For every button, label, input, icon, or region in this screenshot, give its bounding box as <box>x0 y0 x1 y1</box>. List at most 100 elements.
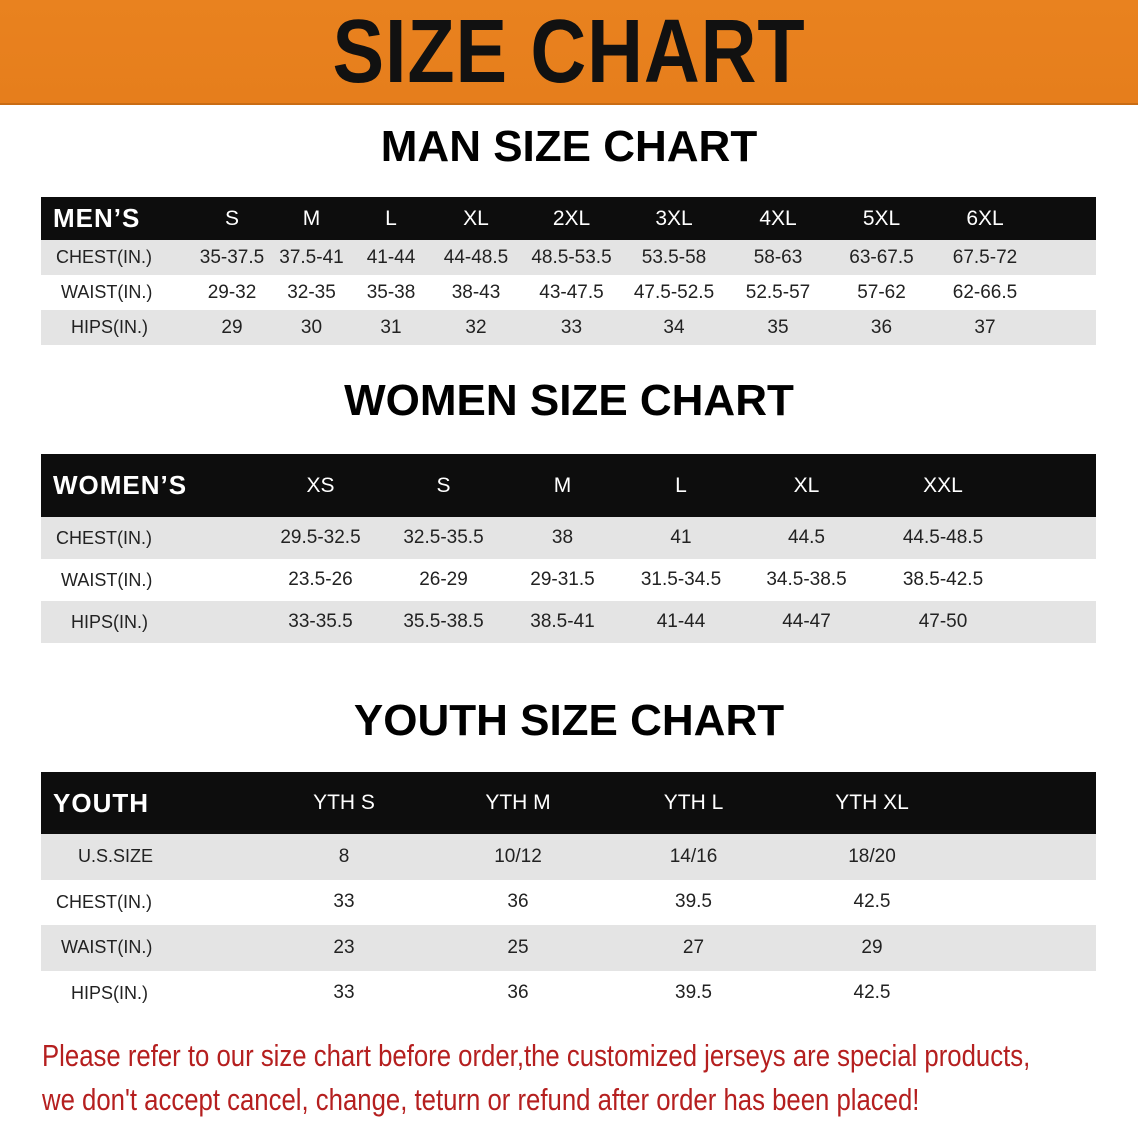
size-header-cell: XL <box>793 473 820 497</box>
table-header-row: YOUTH YTH S YTH M YTH L YTH XL <box>41 772 1096 834</box>
value-cell: 29-31.5 <box>530 569 595 590</box>
value-cell: 39.5 <box>675 982 712 1004</box>
footer-notice-line-2: we don't accept cancel, change, teturn o… <box>42 1082 920 1117</box>
value-cell: 57-62 <box>857 281 906 303</box>
row-label: U.S.SIZE <box>78 846 154 867</box>
value-cell: 58-63 <box>753 246 803 268</box>
size-header-cell: S <box>436 473 451 497</box>
table-header-row: WOMEN’S XS S M L XL XXL <box>41 454 1096 517</box>
value-cell: 34 <box>663 316 685 338</box>
table-row: HIPS(IN.) 29 30 31 32 33 34 35 36 37 <box>41 310 1096 345</box>
value-cell: 48.5-53.5 <box>531 246 612 268</box>
value-cell: 44-48.5 <box>443 246 509 268</box>
row-label: CHEST(IN.) <box>56 527 152 548</box>
value-cell: 37.5-41 <box>279 246 344 268</box>
footer-notice-line-1: Please refer to our size chart before or… <box>42 1038 1031 1073</box>
table-row: CHEST(IN.) 29.5-32.5 32.5-35.5 38 41 44.5 44.5… <box>41 517 1096 559</box>
men-section-title: MAN SIZE CHART <box>380 122 758 171</box>
value-cell: 33 <box>333 891 355 913</box>
value-cell: 62-66.5 <box>952 281 1018 303</box>
youth-header-label: YOUTH <box>53 787 149 818</box>
value-cell: 44.5-48.5 <box>902 527 984 548</box>
value-cell: 18/20 <box>848 845 896 867</box>
table-row: HIPS(IN.) 33-35.5 35.5-38.5 38.5-41 41-44 44-… <box>41 601 1096 643</box>
value-cell: 35.5-38.5 <box>403 611 484 632</box>
value-cell: 8 <box>338 845 350 867</box>
table-header-row: MEN’S S M L XL 2XL 3XL 4XL 5XL 6XL <box>41 197 1096 240</box>
row-label: HIPS(IN.) <box>71 611 149 632</box>
size-header-cell: XXL <box>923 473 963 497</box>
table-row: WAIST(IN.) 23.5-26 26-29 29-31.5 31.5-34.5 34… <box>41 559 1096 601</box>
size-header-cell: YTH S <box>313 791 375 814</box>
value-cell: 47-50 <box>918 611 968 632</box>
women-size-table: WOMEN’S XS S M L XL XXL CHEST(IN.) 29.5-32.5 32.5… <box>41 454 1096 643</box>
value-cell: 43-47.5 <box>539 281 604 303</box>
men-size-table: MEN’S S M L XL 2XL 3XL 4XL 5XL 6XL CHEST(IN.) 35-37… <box>41 197 1096 345</box>
row-label: HIPS(IN.) <box>71 982 149 1003</box>
value-cell: 44-47 <box>782 611 831 632</box>
row-label: CHEST(IN.) <box>56 247 152 267</box>
value-cell: 33 <box>560 316 583 338</box>
value-cell: 67.5-72 <box>952 246 1018 268</box>
value-cell: 33-35.5 <box>288 611 353 632</box>
value-cell: 25 <box>507 936 529 958</box>
size-header-cell: 3XL <box>655 206 693 230</box>
value-cell: 14/16 <box>669 845 718 867</box>
table-row: CHEST(IN.) 35-37.5 37.5-41 41-44 44-48.5 48.5… <box>41 240 1096 275</box>
size-header-cell: L <box>675 473 687 497</box>
women-header-label: WOMEN’S <box>53 470 188 500</box>
value-cell: 41-44 <box>366 246 416 268</box>
value-cell: 32 <box>465 316 487 338</box>
value-cell: 38.5-41 <box>530 611 595 632</box>
value-cell: 30 <box>300 316 323 338</box>
banner-title: SIZE CHART <box>332 2 806 102</box>
size-chart-banner: SIZE CHART <box>0 0 1138 105</box>
row-label: HIPS(IN.) <box>71 317 149 337</box>
value-cell: 27 <box>682 936 705 958</box>
table-row: U.S.SIZE 8 10/12 14/16 18/20 <box>41 834 1096 880</box>
value-cell: 23.5-26 <box>288 569 353 590</box>
value-cell: 41-44 <box>656 611 706 632</box>
size-header-cell: M <box>302 206 321 230</box>
value-cell: 26-29 <box>419 569 468 590</box>
value-cell: 29 <box>221 316 243 338</box>
value-cell: 44.5 <box>788 527 825 548</box>
size-header-cell: XS <box>306 473 335 497</box>
value-cell: 38 <box>551 527 574 548</box>
value-cell: 10/12 <box>494 845 542 867</box>
size-header-cell: YTH M <box>485 791 551 814</box>
value-cell: 32-35 <box>287 281 336 303</box>
value-cell: 41 <box>670 527 692 548</box>
size-header-cell: 4XL <box>759 206 797 230</box>
value-cell: 39.5 <box>675 891 712 913</box>
value-cell: 36 <box>507 891 529 913</box>
value-cell: 35-37.5 <box>199 246 265 268</box>
row-label: WAIST(IN.) <box>61 937 153 958</box>
value-cell: 52.5-57 <box>745 281 811 303</box>
value-cell: 63-67.5 <box>849 246 914 268</box>
value-cell: 31 <box>380 316 402 338</box>
value-cell: 32.5-35.5 <box>403 527 484 548</box>
table-row: WAIST(IN.) 23 25 27 29 <box>41 925 1096 971</box>
youth-size-table: YOUTH YTH S YTH M YTH L YTH XL U.S.SIZE 8 10/12… <box>41 772 1096 1016</box>
table-row: WAIST(IN.) 29-32 32-35 35-38 38-43 43-47.5 47.… <box>41 275 1096 310</box>
size-header-cell: 6XL <box>966 206 1004 230</box>
value-cell: 29-32 <box>207 281 257 303</box>
size-header-cell: L <box>385 206 397 230</box>
value-cell: 35 <box>767 316 789 338</box>
value-cell: 38-43 <box>451 281 501 303</box>
value-cell: 23 <box>333 936 355 958</box>
value-cell: 31.5-34.5 <box>640 569 722 590</box>
value-cell: 53.5-58 <box>641 246 707 268</box>
table-row: HIPS(IN.) 33 36 39.5 42.5 <box>41 970 1096 1016</box>
row-label: CHEST(IN.) <box>56 891 152 912</box>
value-cell: 29.5-32.5 <box>280 527 361 548</box>
value-cell: 42.5 <box>853 891 891 913</box>
size-header-cell: 2XL <box>552 206 591 230</box>
value-cell: 37 <box>974 316 996 338</box>
size-header-cell: YTH L <box>663 791 724 814</box>
men-header-label: MEN’S <box>53 203 141 233</box>
value-cell: 34.5-38.5 <box>766 569 847 590</box>
value-cell: 36 <box>507 982 529 1004</box>
row-label: WAIST(IN.) <box>61 569 153 590</box>
